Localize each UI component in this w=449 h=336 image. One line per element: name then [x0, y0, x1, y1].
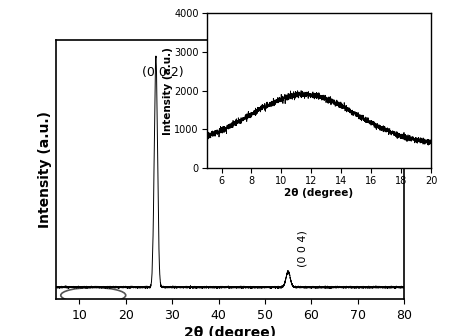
X-axis label: 2θ (degree): 2θ (degree) — [284, 188, 353, 199]
Text: (0 0 2): (0 0 2) — [142, 66, 184, 79]
Y-axis label: Intensity (a.u.): Intensity (a.u.) — [163, 47, 173, 135]
X-axis label: 2θ (degree): 2θ (degree) — [184, 326, 276, 336]
Y-axis label: Intensity (a.u.): Intensity (a.u.) — [38, 111, 52, 228]
Text: (0 0 4): (0 0 4) — [297, 230, 308, 267]
